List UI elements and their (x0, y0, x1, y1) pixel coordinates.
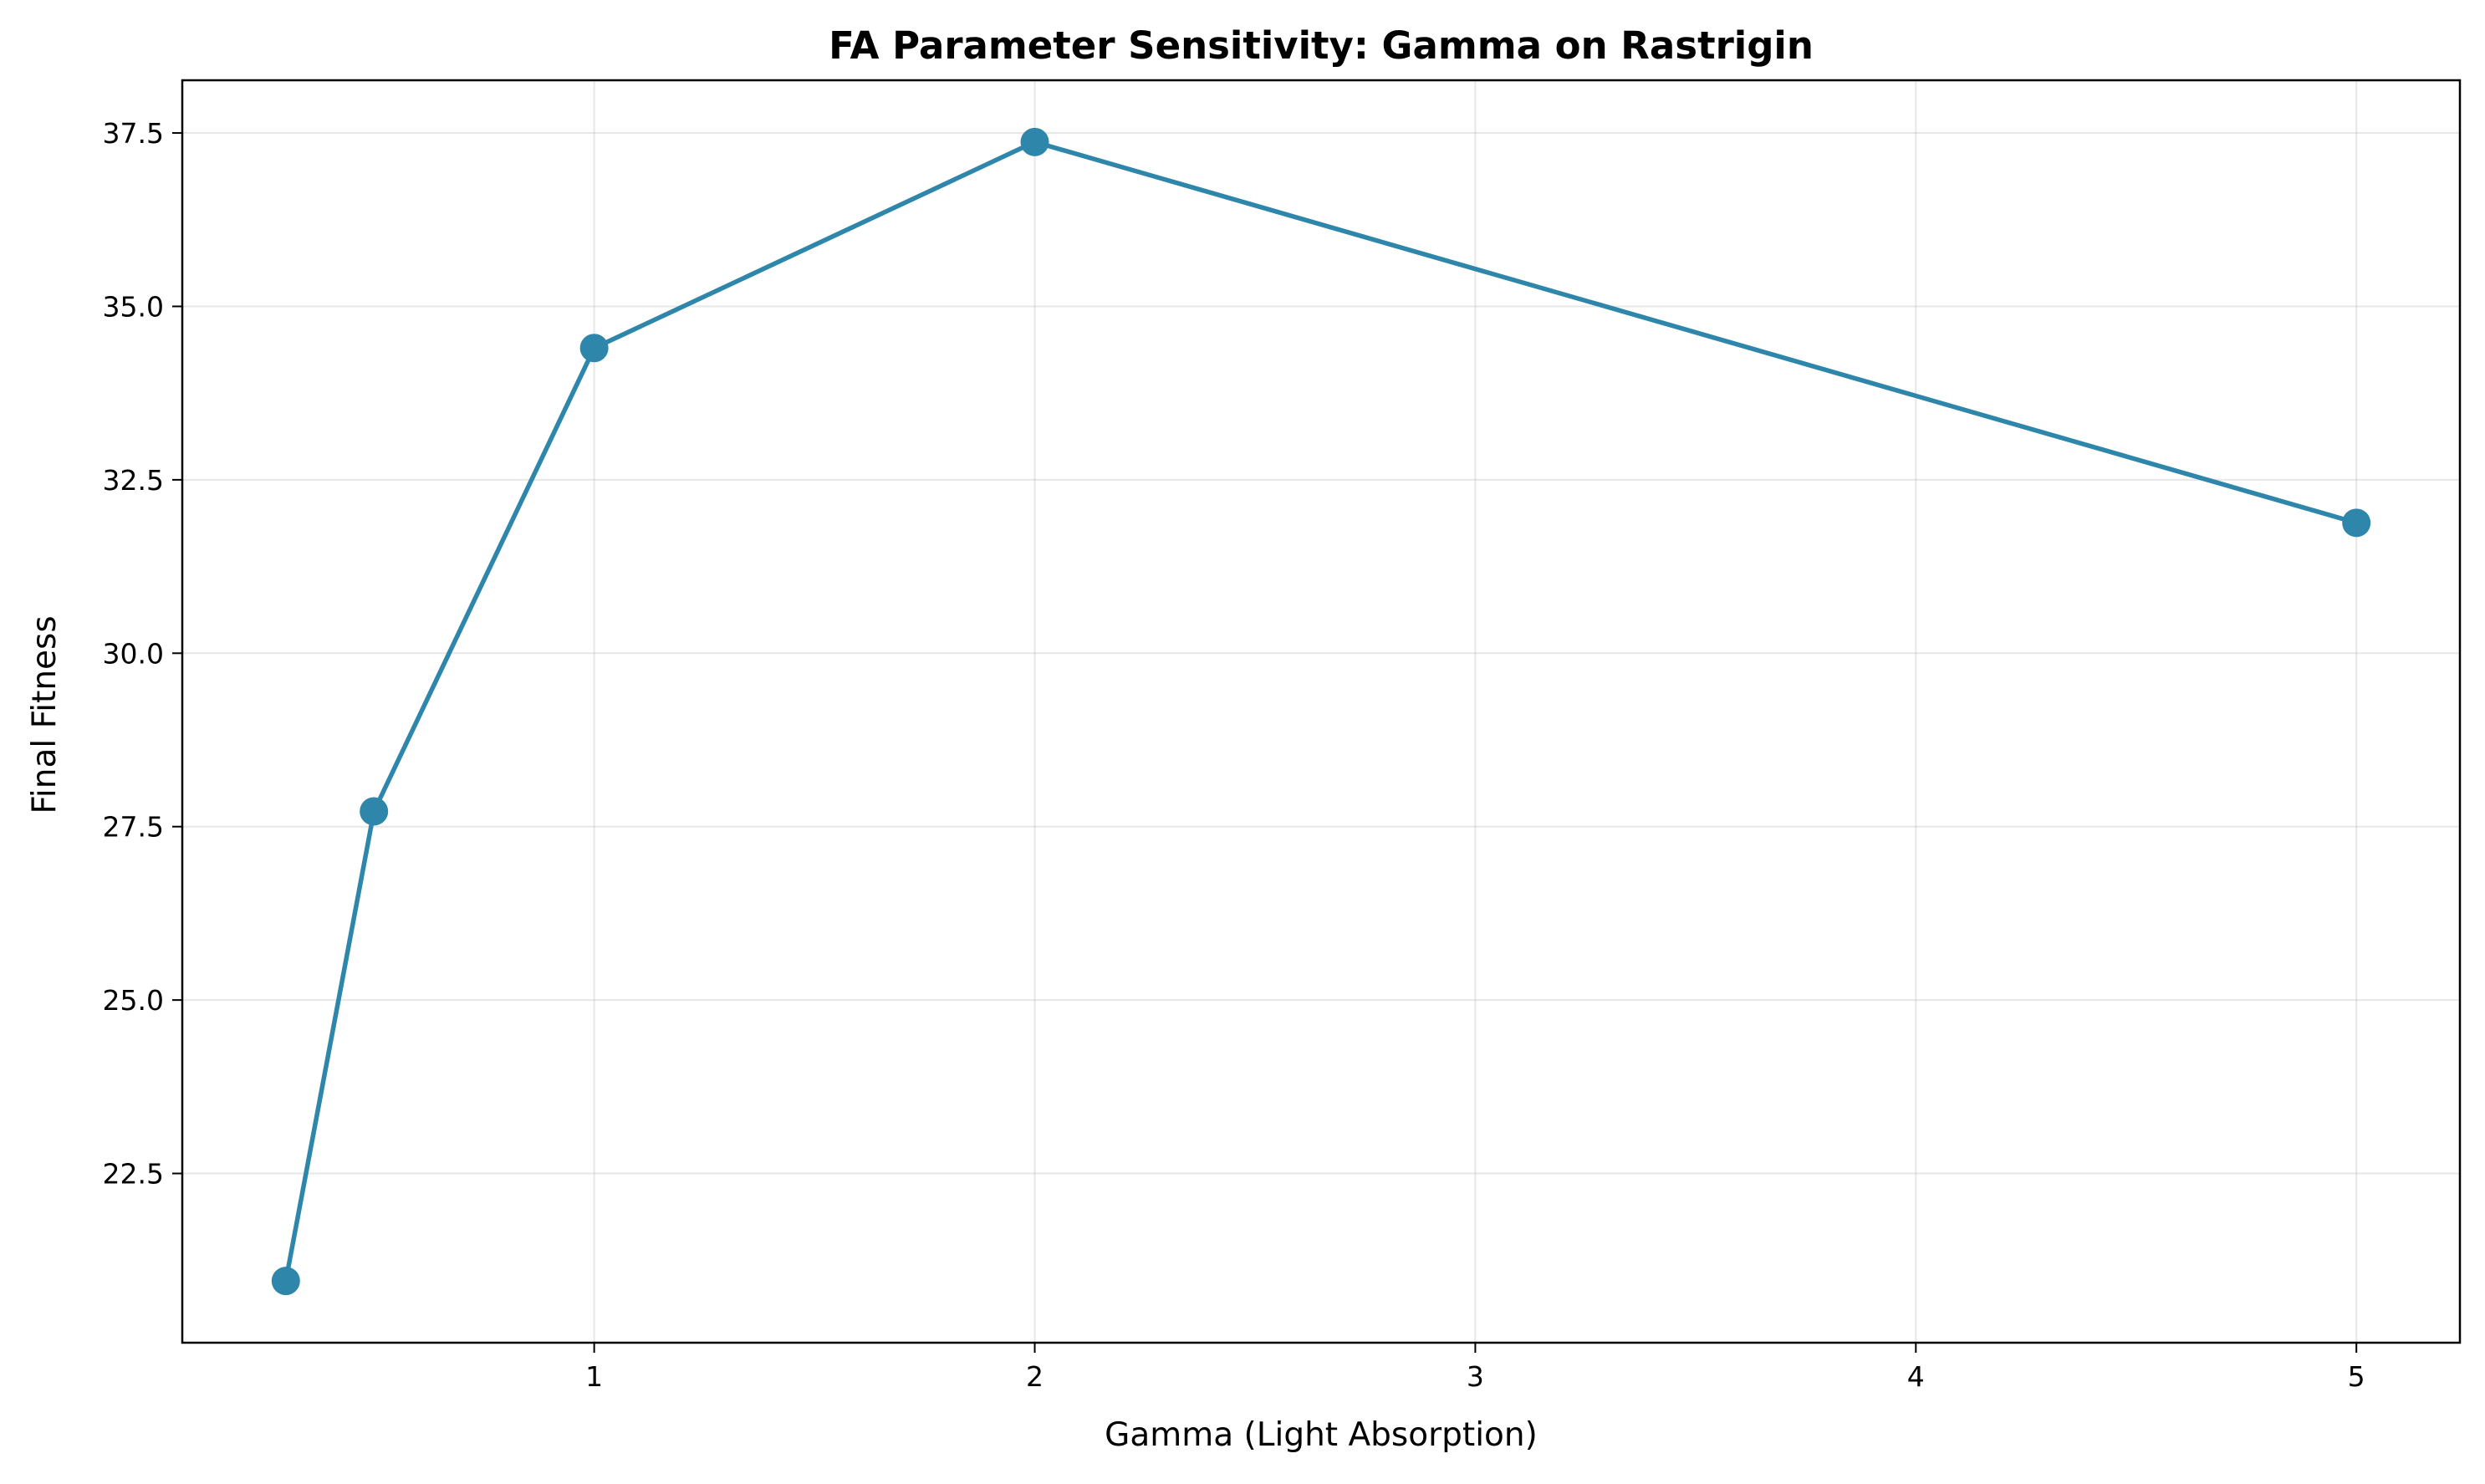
grid-lines (182, 80, 2460, 1343)
y-tick-label: 30.0 (103, 637, 164, 670)
x-tick-label: 5 (2348, 1360, 2365, 1393)
x-axis-label: Gamma (Light Absorption) (1105, 1416, 1538, 1454)
y-tick-label: 35.0 (103, 290, 164, 323)
y-tick-label: 22.5 (103, 1158, 164, 1191)
x-tick-label: 2 (1026, 1360, 1043, 1393)
y-axis-label: Final Fitness (26, 615, 64, 813)
x-axis-ticks: 1 2 3 4 5 (585, 1343, 2365, 1393)
chart-title: FA Parameter Sensitivity: Gamma on Rastr… (829, 23, 1814, 68)
y-axis-ticks: 22.5 25.0 27.5 30.0 32.5 35.0 37.5 (103, 117, 182, 1191)
data-point-marker (1020, 127, 1049, 156)
y-tick-label: 32.5 (103, 464, 164, 497)
x-tick-label: 3 (1467, 1360, 1484, 1393)
data-point-marker (360, 797, 389, 826)
y-tick-label: 27.5 (103, 811, 164, 844)
x-tick-label: 4 (1907, 1360, 1925, 1393)
series-line (283, 140, 2359, 1283)
series-layer (271, 127, 2371, 1296)
x-tick-label: 1 (585, 1360, 603, 1393)
data-point-marker (2342, 508, 2371, 538)
data-point-marker (271, 1267, 300, 1296)
y-tick-label: 37.5 (103, 117, 164, 150)
data-point-marker (579, 334, 609, 363)
y-tick-label: 25.0 (103, 984, 164, 1017)
plot-area-frame (181, 79, 2462, 1344)
